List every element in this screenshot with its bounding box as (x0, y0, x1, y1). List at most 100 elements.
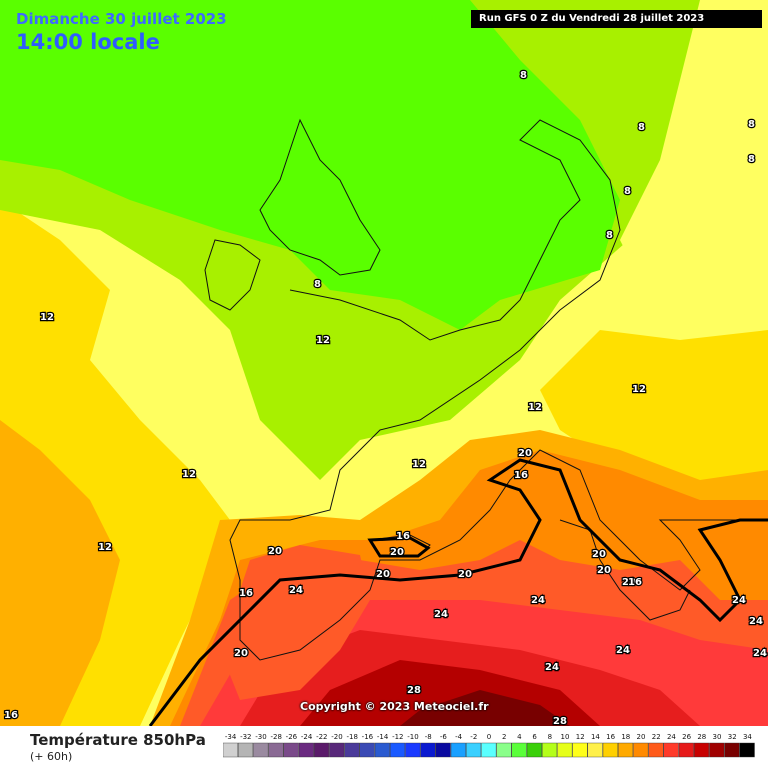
legend-tick-label: -32 (240, 733, 251, 741)
legend-tick-label: 22 (652, 733, 661, 741)
label-8: 8 (748, 154, 755, 165)
label-20: 20 (268, 546, 282, 557)
label-8: 8 (624, 186, 631, 197)
label-8: 8 (638, 122, 645, 133)
label-20: 20 (622, 577, 636, 588)
legend-swatch (420, 742, 436, 758)
label-16: 16 (4, 710, 18, 721)
legend-tick-label: 0 (487, 733, 491, 741)
label-20: 20 (518, 448, 532, 459)
copyright-notice: Copyright © 2023 Meteociel.fr (300, 700, 489, 713)
legend-tick-label: 30 (713, 733, 722, 741)
lead-time: (+ 60h) (30, 750, 73, 763)
legend-tick-label: 26 (682, 733, 691, 741)
label-28: 28 (553, 716, 567, 726)
legend-swatch (465, 742, 482, 758)
label-12: 12 (40, 312, 54, 323)
label-16: 16 (514, 470, 528, 481)
legend-tick-label: 12 (576, 733, 585, 741)
legend-swatch (739, 742, 755, 758)
legend-swatch (450, 742, 466, 758)
label-20: 20 (597, 565, 611, 576)
legend-tick-label: 4 (517, 733, 522, 741)
label-24: 24 (289, 585, 303, 596)
isotherm-20 (148, 458, 768, 726)
legend-swatch (618, 742, 634, 758)
label-24: 24 (616, 645, 630, 656)
label-12: 12 (98, 542, 112, 553)
label-24: 24 (753, 648, 767, 659)
legend-swatch (313, 742, 330, 758)
legend-swatch (223, 742, 238, 758)
legend-tick-label: 6 (532, 733, 537, 741)
label-20: 20 (458, 569, 472, 580)
legend-swatch (526, 742, 542, 758)
legend-tick-label: -34 (225, 733, 237, 741)
legend-swatch (405, 742, 421, 758)
contour-labels: 8 8 8 8 8 8 8 12 12 12 12 12 12 12 16 16… (3, 69, 768, 726)
temperature-map: 8 8 8 8 8 8 8 12 12 12 12 12 12 12 16 16… (0, 0, 768, 726)
legend-tick-label: 24 (667, 733, 676, 741)
label-12: 12 (412, 459, 426, 470)
label-24: 24 (749, 616, 763, 627)
legend-swatch (557, 742, 573, 758)
legend-tick-label: -14 (377, 733, 389, 741)
label-16: 16 (239, 588, 253, 599)
legend-tick-label: -18 (346, 733, 357, 741)
map-footer: Température 850hPa (+ 60h) -34 -32 -30 -28-… (0, 726, 768, 768)
label-16: 16 (396, 531, 410, 542)
legend-tick-label: 34 (743, 733, 752, 741)
label-12: 12 (632, 384, 646, 395)
legend-tick-label: -24 (301, 733, 313, 741)
legend-swatch (694, 742, 710, 758)
legend-swatch (587, 742, 603, 758)
legend-swatch (268, 742, 284, 758)
label-24: 24 (531, 595, 545, 606)
forecast-time: 14:00 locale (16, 30, 160, 54)
legend-tick-label: 8 (548, 733, 552, 741)
legend-tick-label: -6 (440, 733, 448, 741)
legend-tick-label: 10 (561, 733, 570, 741)
temperature-legend: -34 -32 -30 -28 -26 -24 -22 -20 -18 -16 -14 -12 -10-… (223, 733, 755, 758)
label-8: 8 (606, 230, 613, 241)
legend-tick-label: -10 (407, 733, 418, 741)
label-28: 28 (407, 685, 421, 696)
legend-swatch (709, 742, 725, 758)
legend-swatch (298, 742, 314, 758)
legend-tick-label: 14 (591, 733, 600, 741)
legend-swatch (496, 742, 512, 758)
model-run-label: Run GFS 0 Z du Vendredi 28 juillet 2023 (471, 10, 762, 28)
legend-swatch (283, 742, 299, 758)
legend-swatch (663, 742, 679, 758)
legend-swatch (572, 742, 588, 758)
legend-tick-label: 16 (606, 733, 615, 741)
legend-swatch (253, 742, 269, 758)
label-20: 20 (592, 549, 606, 560)
legend-tick-label: -22 (316, 733, 327, 741)
legend-tick-label: -4 (455, 733, 463, 741)
zone-28-south (400, 690, 570, 726)
legend-swatch (602, 742, 618, 758)
label-12: 12 (182, 469, 196, 480)
legend-swatch (374, 742, 390, 758)
legend-swatch (237, 742, 254, 758)
legend-swatch (511, 742, 527, 758)
legend-swatch (481, 742, 497, 758)
legend-swatch (389, 742, 406, 758)
label-20: 20 (376, 569, 390, 580)
legend-swatch (648, 742, 664, 758)
legend-tick-label: -26 (286, 733, 298, 741)
legend-tick-label: -2 (470, 733, 477, 741)
label-8: 8 (748, 119, 755, 130)
legend-tick-label: -16 (362, 733, 374, 741)
legend-tick-label: 2 (502, 733, 506, 741)
legend-tick-label: -8 (425, 733, 432, 741)
legend-swatch (724, 742, 740, 758)
legend-swatch (633, 742, 649, 758)
legend-tick-label: 18 (621, 733, 630, 741)
zone-8-north (0, 0, 620, 330)
zone-20-iberia (220, 545, 370, 700)
isotherm-20-island (367, 536, 431, 558)
label-20: 20 (234, 648, 248, 659)
